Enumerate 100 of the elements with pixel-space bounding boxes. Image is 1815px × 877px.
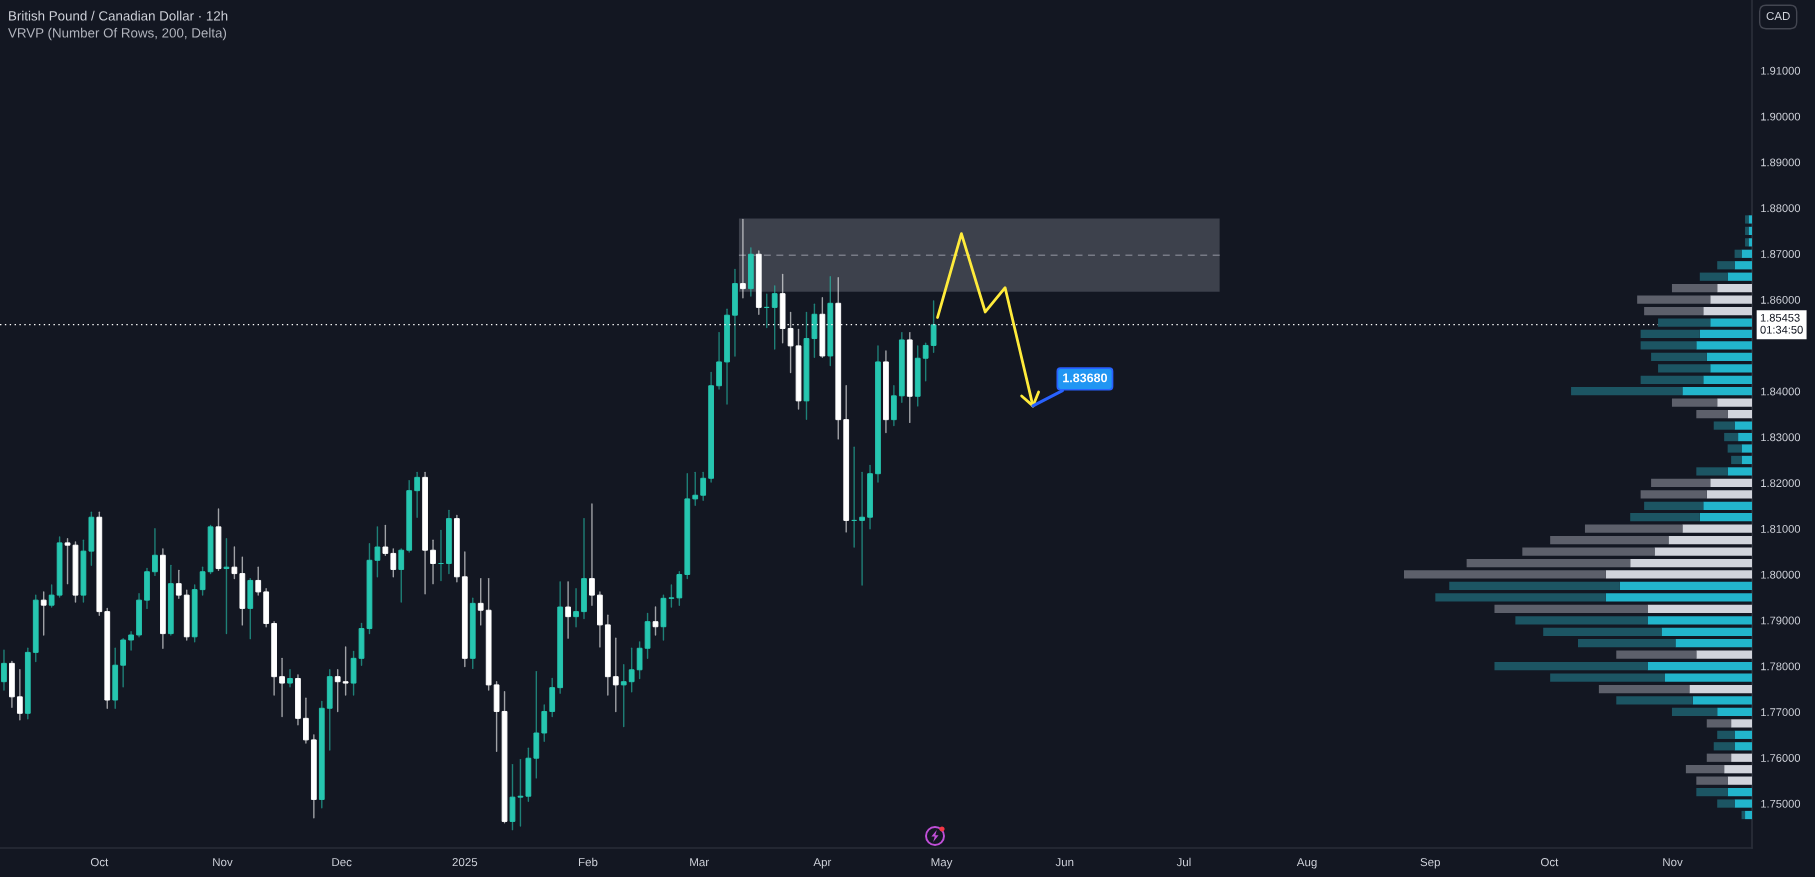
- bar: [1731, 719, 1752, 728]
- bar: [1651, 478, 1711, 487]
- bar: [1699, 329, 1752, 339]
- x-tick-label: May: [931, 858, 953, 869]
- bar: [1685, 765, 1725, 774]
- bar: [1675, 639, 1752, 648]
- y-tick-label: 1.84000: [1761, 387, 1801, 396]
- y-tick-label: 1.87000: [1761, 250, 1801, 258]
- bar: [1696, 410, 1728, 419]
- bar: [1665, 673, 1752, 682]
- bar: [1696, 341, 1752, 350]
- y-tick-label: 1.89000: [1761, 158, 1801, 167]
- bar: [1689, 684, 1752, 694]
- y-tick-label: 1.82000: [1761, 479, 1801, 488]
- bar: [1710, 478, 1752, 487]
- bar: [1734, 799, 1752, 808]
- bar: [1727, 272, 1752, 281]
- y-tick-label: 1.75000: [1761, 799, 1801, 808]
- bar: [1571, 387, 1683, 396]
- bar: [1706, 352, 1752, 362]
- y-tick-label: 1.78000: [1761, 662, 1801, 671]
- bar: [1522, 547, 1655, 556]
- x-tick-label: Oct: [90, 858, 109, 867]
- y-tick-label: 1.76000: [1761, 754, 1801, 762]
- bar: [1724, 765, 1752, 774]
- bar: [1699, 272, 1728, 281]
- bar: [1734, 742, 1752, 751]
- bar: [1647, 604, 1752, 613]
- x-tick-label: Jul: [1176, 857, 1191, 867]
- text: VRVP (Number Of Rows, 200, Delta): [8, 27, 227, 41]
- x-tick-label: Sep: [1420, 858, 1440, 869]
- ref-line-label: 1.85453 01:34:50: [1760, 313, 1803, 334]
- bar: [1717, 284, 1752, 293]
- x-tick-label: Oct: [1540, 858, 1559, 867]
- bar: [1731, 455, 1742, 465]
- bar: [1637, 295, 1711, 304]
- bar: [1741, 455, 1752, 465]
- x-tick-label: Mar: [690, 858, 709, 867]
- bar: [1717, 261, 1735, 270]
- bar: [1696, 650, 1752, 659]
- x-tick-label: Apr: [813, 858, 832, 869]
- bar: [1696, 787, 1728, 797]
- text: CAD: [1766, 11, 1790, 21]
- bar: [1640, 341, 1697, 350]
- x-tick-label: Nov: [1663, 858, 1683, 867]
- bar: [1713, 421, 1735, 430]
- annotation: 1.83680: [1063, 373, 1108, 383]
- bar: [1727, 410, 1752, 419]
- bar: [1515, 616, 1648, 625]
- x-tick-label: Nov: [213, 858, 233, 867]
- bar: [1734, 249, 1742, 258]
- bar: [1710, 295, 1752, 304]
- bar: [1661, 627, 1752, 636]
- bar: [1466, 558, 1631, 568]
- bar: [1668, 536, 1752, 545]
- bar: [1671, 398, 1718, 407]
- bar: [1734, 261, 1752, 270]
- bar: [1703, 306, 1752, 316]
- text: British Pound / Canadian Dollar · 12h: [9, 10, 228, 21]
- y-tick-label: 1.80000: [1761, 570, 1801, 579]
- bar: [1727, 444, 1742, 453]
- bar: [1741, 249, 1752, 258]
- bar: [1727, 776, 1752, 785]
- x-tick-label: Dec: [332, 858, 352, 867]
- bar: [1644, 306, 1704, 316]
- bar: [1734, 730, 1752, 739]
- bar: [1550, 536, 1669, 545]
- y-tick-label: 1.86000: [1761, 295, 1801, 304]
- bar: [1616, 696, 1693, 705]
- bar: [1724, 432, 1739, 442]
- bar: [1738, 432, 1752, 442]
- bar: [1598, 684, 1690, 694]
- bar: [1703, 501, 1752, 510]
- bar: [1543, 627, 1662, 636]
- bar: [1682, 524, 1752, 533]
- bar: [1647, 662, 1752, 671]
- bar: [1727, 467, 1752, 476]
- bar: [1699, 513, 1752, 522]
- bar: [1640, 490, 1707, 499]
- bar: [1703, 375, 1752, 384]
- bar: [1605, 593, 1752, 602]
- bar: [1713, 742, 1735, 751]
- bar: [1717, 398, 1752, 407]
- bar: [1616, 650, 1697, 659]
- bar: [1710, 364, 1752, 373]
- bar: [1745, 810, 1752, 820]
- bar: [1449, 581, 1620, 591]
- bar: [1696, 776, 1728, 785]
- bar: [1647, 616, 1752, 625]
- bar: [1692, 696, 1752, 705]
- y-tick-label: 1.91000: [1761, 66, 1801, 75]
- bar: [1494, 662, 1648, 671]
- bar: [1619, 581, 1752, 591]
- bar: [1630, 558, 1752, 568]
- candlestick: [287, 669, 293, 688]
- bar: [1640, 375, 1704, 384]
- bar: [1658, 318, 1711, 327]
- bar: [1550, 673, 1665, 682]
- bar: [1578, 639, 1676, 648]
- y-tick-label: 1.90000: [1761, 112, 1801, 121]
